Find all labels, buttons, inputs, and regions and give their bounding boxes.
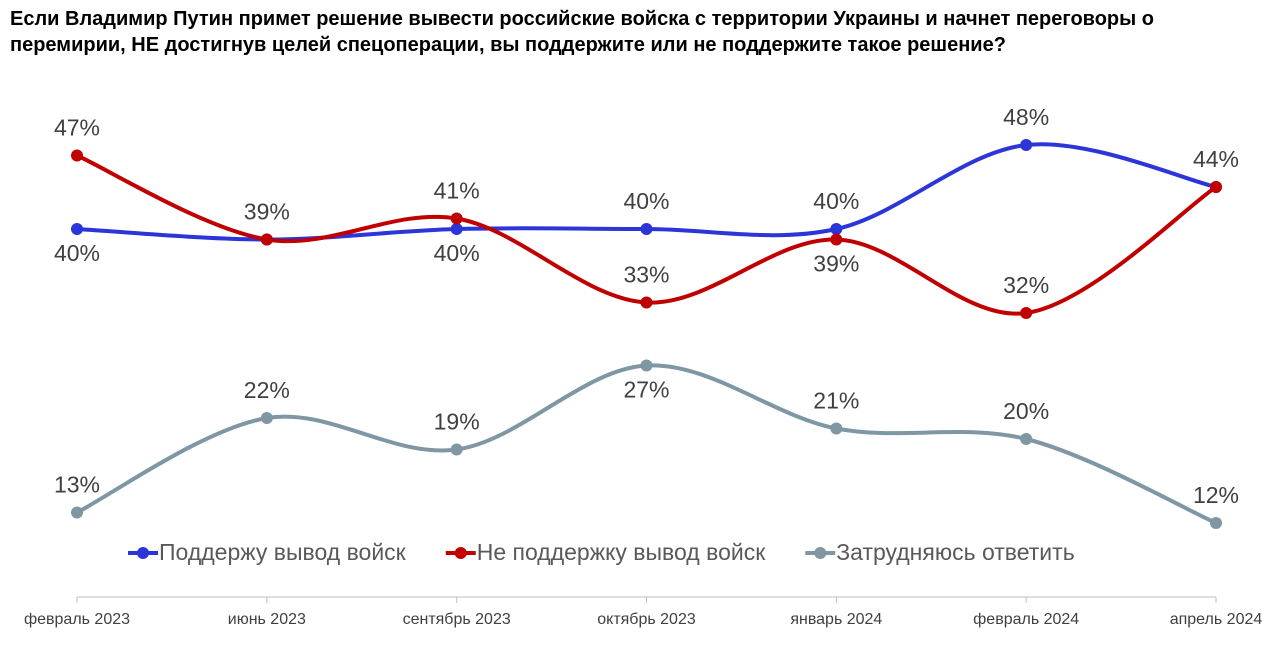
data-point [640,359,653,372]
data-label: 22% [244,377,290,403]
data-point [71,223,83,235]
data-label: 47% [54,115,100,141]
data-point [71,149,83,162]
data-point [830,233,843,246]
legend-label: Поддержу вывод войск [159,539,407,565]
data-point [260,412,273,424]
data-label: 33% [623,262,669,288]
data-point [1020,307,1033,319]
data-point [640,223,653,235]
data-point [450,223,463,235]
data-label: 39% [244,199,290,225]
data-point [450,212,463,225]
x-tick-label: октябрь 2023 [597,611,696,628]
data-label: 39% [813,251,859,277]
legend-marker [137,547,149,559]
x-tick-label: сентябрь 2023 [403,611,511,628]
data-label: 12% [1193,482,1239,508]
x-tick-label: февраль 2023 [24,611,130,628]
data-label: 20% [1003,398,1049,424]
data-label: 44% [1193,146,1239,172]
legend-marker [814,547,827,559]
x-tick-label: апрель 2024 [1170,611,1263,628]
data-point [830,422,843,435]
data-label: 19% [434,409,480,435]
data-label: 32% [1003,272,1049,298]
data-point [830,223,843,235]
data-label: 40% [813,188,859,214]
chart-title: Если Владимир Путин примет решение вывес… [10,8,1154,56]
data-point [1210,181,1222,193]
data-point [1020,433,1033,445]
data-label: 40% [434,240,480,266]
legend-marker [454,547,467,559]
data-label: 48% [1003,104,1049,130]
data-label: 21% [813,388,859,414]
data-label: 13% [54,472,100,498]
data-point [260,233,273,246]
data-label: 40% [54,240,100,266]
data-point [640,296,653,309]
x-tick-label: февраль 2024 [973,611,1079,628]
x-tick-label: январь 2024 [790,611,882,628]
data-label: 27% [623,377,669,403]
legend-label: Не поддержку вывод войск [477,539,766,565]
data-label: 40% [623,188,669,214]
data-point [1210,517,1222,529]
data-point [71,506,83,519]
data-label: 41% [434,178,480,204]
legend-label: Затрудняюсь ответить [836,539,1074,565]
data-point [1020,139,1033,151]
data-point [450,443,463,456]
x-tick-label: июнь 2023 [228,611,306,628]
